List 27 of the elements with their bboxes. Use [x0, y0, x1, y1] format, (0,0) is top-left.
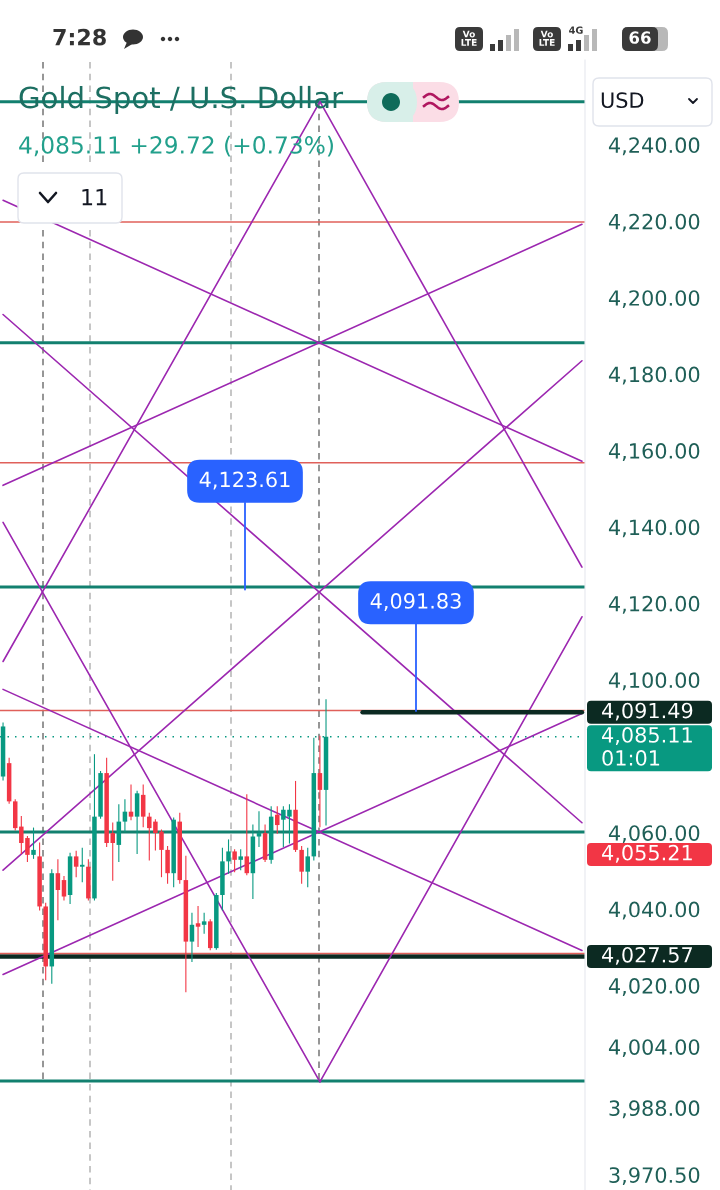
- y-tick-label: 4,220.00: [608, 213, 700, 232]
- y-tick-label: 4,120.00: [608, 595, 700, 614]
- text: 4G: [569, 26, 583, 34]
- ref-line-label: 4,085.11 01:01: [602, 727, 692, 766]
- y-tick-label: 4,040.00: [608, 901, 700, 920]
- y-tick-label: 4,240.00: [608, 137, 700, 156]
- series-label: 4,091.49: [602, 702, 693, 721]
- text: Vo LTE: [461, 30, 477, 46]
- y-tick-label: 4,020.00: [608, 978, 700, 996]
- annotation: 11: [82, 188, 107, 206]
- y-tick-label: 4,180.00: [608, 366, 700, 385]
- y-tick-label: 3,970.50: [609, 1167, 700, 1186]
- text: Vo LTE: [539, 30, 555, 46]
- y-tick-label: 4,100.00: [608, 672, 700, 691]
- y-tick-label: 4,060.00: [608, 825, 700, 844]
- annotation: 4,091.83: [370, 593, 461, 611]
- annotation: 4,123.61: [199, 471, 290, 490]
- y-tick-label: 4,140.00: [608, 519, 700, 538]
- text: 7:28: [53, 28, 106, 46]
- y-tick-label: 4,004.00: [608, 1039, 700, 1058]
- text: USD: [601, 92, 644, 109]
- text: 66: [629, 31, 651, 44]
- text: 4,055.21: [602, 844, 692, 863]
- y-tick-label: 4,200.00: [608, 290, 700, 309]
- y-tick-label: 3,988.00: [609, 1100, 700, 1119]
- ref-line-label: 4,027.57: [602, 946, 692, 965]
- y-tick-label: 4,160.00: [608, 443, 700, 461]
